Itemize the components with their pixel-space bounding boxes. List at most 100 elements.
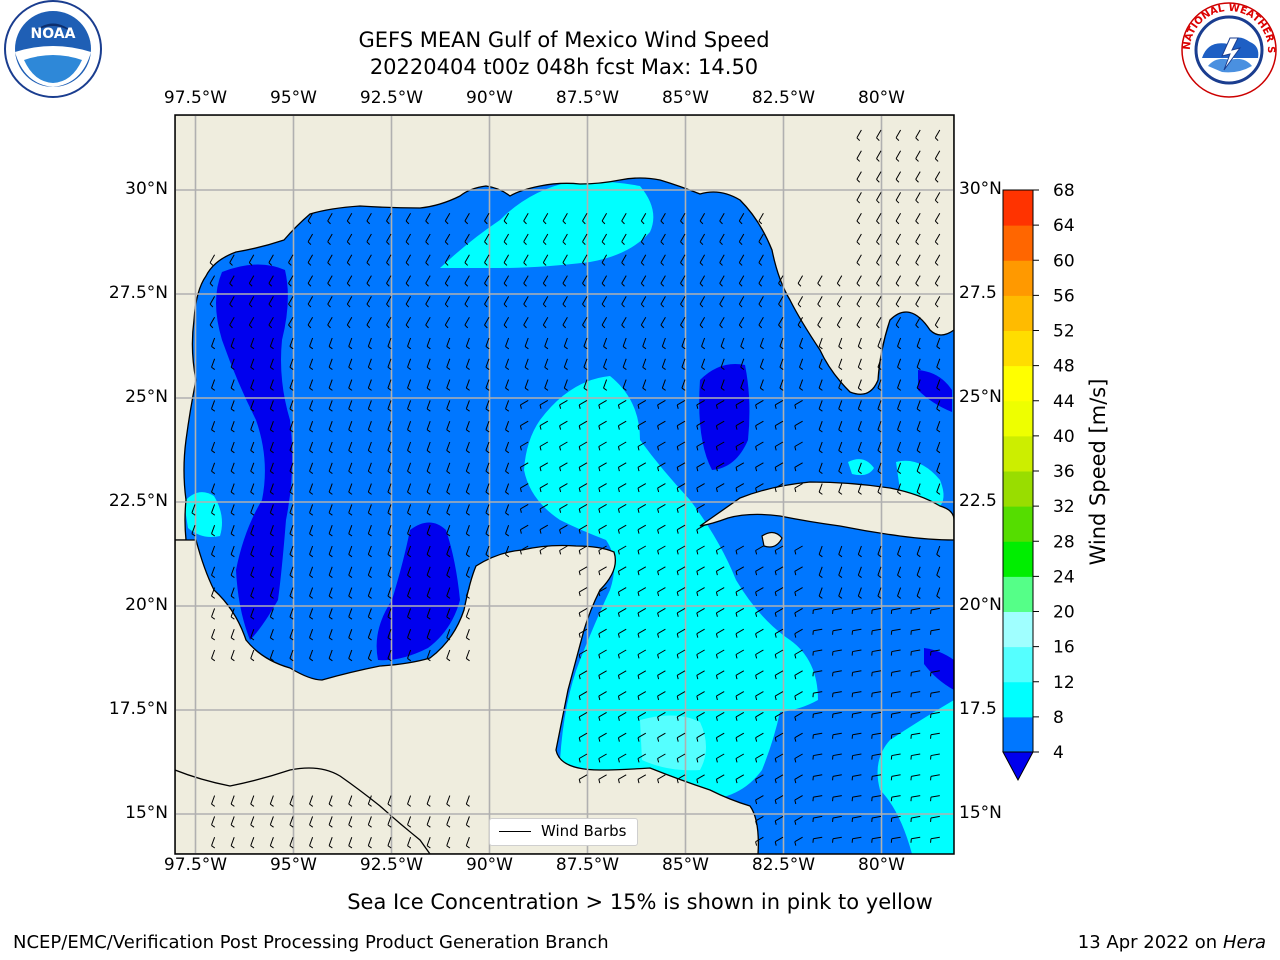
wind-barb — [637, 483, 647, 489]
wind-barb — [794, 774, 803, 780]
wind-barb-flag — [466, 533, 470, 537]
wind-barb — [426, 608, 431, 618]
wind-barb — [676, 691, 686, 697]
wind-barb-flag — [598, 591, 601, 597]
wind-barb-flag — [715, 675, 718, 680]
wind-barb-flag — [662, 387, 666, 391]
wind-barb — [934, 275, 941, 284]
wind-barb — [407, 421, 412, 430]
wind-barb-flag — [715, 633, 718, 638]
wind-barb-flag — [876, 324, 880, 329]
wind-barb-flag — [578, 695, 581, 701]
wind-barb-flag — [250, 450, 255, 454]
wind-barb — [838, 566, 843, 576]
wind-barb-flag — [425, 303, 429, 308]
wind-barb — [934, 129, 941, 139]
wind-barb — [852, 732, 862, 736]
wind-barb-flag — [230, 387, 235, 391]
wind-barb — [426, 379, 431, 389]
wind-barb-flag — [248, 262, 253, 266]
wind-barb — [211, 566, 216, 576]
wind-barb — [794, 587, 803, 593]
wind-barb-flag — [701, 346, 706, 350]
wind-barb-flag — [446, 637, 451, 641]
wind-barb-flag — [598, 779, 601, 784]
wind-barb-flag — [681, 387, 686, 391]
wind-barb — [562, 233, 568, 243]
wind-barb — [562, 316, 568, 326]
wind-barb-flag — [916, 450, 921, 454]
wind-barb-flag — [603, 387, 608, 391]
wind-barb-flag — [856, 324, 861, 329]
wind-barb — [559, 503, 568, 510]
wind-barb — [309, 337, 314, 347]
wind-barb — [328, 337, 333, 347]
wind-barb — [774, 420, 784, 427]
lat-label-right: 20°N — [959, 595, 1002, 615]
wind-barb — [578, 524, 588, 531]
wind-barb-flag — [250, 491, 255, 495]
wind-barb — [539, 399, 549, 406]
wind-barb-flag — [582, 303, 586, 308]
wind-barb-flag — [794, 571, 797, 576]
wind-barb — [660, 254, 666, 263]
wind-barb — [794, 566, 803, 572]
wind-barb-flag — [617, 737, 620, 742]
wind-barb — [774, 732, 784, 739]
wind-barb-flag — [387, 366, 392, 370]
wind-barb-flag — [916, 470, 921, 474]
wind-barb — [676, 524, 686, 531]
wind-barb-flag — [755, 820, 758, 825]
wind-barb-flag — [758, 324, 763, 329]
wind-barb — [328, 608, 333, 618]
svg-text:NOAA: NOAA — [31, 26, 76, 42]
wind-barb — [895, 275, 902, 284]
breezy-zone-north — [440, 181, 654, 268]
wind-barb — [289, 837, 294, 846]
wind-barb — [346, 254, 353, 263]
wind-barb-flag — [622, 366, 627, 370]
wind-barb-flag — [657, 695, 660, 701]
wind-barb-flag — [348, 470, 353, 474]
wind-barb — [755, 732, 764, 739]
wind-barb — [582, 254, 588, 263]
wind-barb-flag — [464, 324, 469, 329]
wind-barb — [562, 212, 568, 222]
wind-barb — [735, 711, 745, 718]
wind-barb-flag — [328, 491, 333, 495]
wind-barb — [872, 815, 882, 819]
wind-barb-flag — [699, 324, 704, 329]
wind-barb-flag — [755, 695, 758, 701]
wind-barb-flag — [503, 324, 508, 329]
wind-barb — [465, 795, 470, 805]
breezy-zone-texas — [184, 492, 222, 537]
wind-barb — [936, 358, 941, 368]
lat-label-left: 20°N — [125, 595, 168, 615]
wind-barb — [897, 400, 902, 410]
wind-barb — [813, 711, 823, 715]
wind-barb-flag — [309, 491, 314, 495]
wind-barb-flag — [230, 616, 235, 620]
wind-barb-flag — [676, 591, 679, 597]
wind-barb — [426, 337, 431, 347]
wind-barb-flag — [505, 470, 510, 474]
wind-barb-flag — [542, 262, 547, 266]
wind-barb-flag — [562, 324, 567, 329]
wind-barb-flag — [524, 366, 529, 370]
wind-barb — [387, 337, 392, 347]
wind-barb — [818, 421, 823, 430]
wind-barb-flag — [505, 346, 510, 350]
wind-barb — [426, 816, 431, 826]
wind-barb-flag — [916, 429, 921, 433]
wind-barb — [407, 816, 412, 826]
wind-barb — [911, 836, 921, 840]
wind-barb — [897, 421, 902, 430]
wind-barb-flag — [328, 450, 333, 454]
wind-barb-flag — [446, 491, 451, 495]
wind-barb — [676, 566, 686, 572]
wind-barb — [794, 836, 803, 843]
wind-barb — [622, 379, 627, 389]
wind-barb — [818, 462, 823, 472]
wind-barb-flag — [897, 366, 902, 370]
wind-barb — [503, 233, 510, 243]
